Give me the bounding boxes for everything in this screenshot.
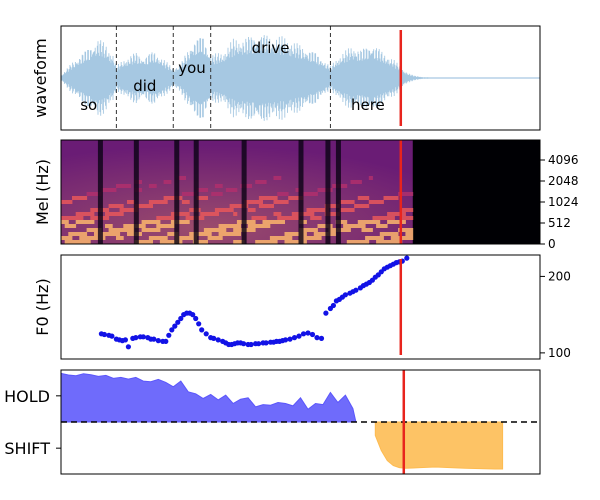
f0-point-19 [163, 338, 169, 344]
f0-panel: 100 200 F0 (Hz) [33, 254, 571, 360]
turn-plot [61, 370, 540, 474]
f0-y-axis: 100 200 [540, 269, 571, 360]
f0-frame [60, 254, 541, 360]
f0-point-63 [318, 335, 325, 341]
f0-point-62 [314, 335, 320, 341]
mel-band-4 [64, 224, 388, 228]
mel-tick-label-4096: 4096 [548, 153, 579, 167]
mel-band-6 [61, 216, 414, 220]
mel-tick-label-2048: 2048 [548, 174, 579, 188]
f0-point-64 [323, 310, 329, 316]
f0-point-21 [169, 327, 175, 333]
mel-tick-label-512: 512 [548, 216, 571, 230]
waveform-panel: so did you drive here waveform [31, 25, 541, 131]
mel-band-1 [61, 236, 414, 240]
f0-point-32 [203, 331, 209, 337]
f0-point-61 [309, 331, 316, 338]
mel-band-8 [90, 208, 414, 212]
mel-gap-2 [133, 140, 139, 244]
f0-point-16 [151, 336, 157, 342]
mel-band-10 [61, 200, 384, 204]
f0-point-4 [109, 333, 115, 339]
f0-point-35 [215, 337, 221, 343]
word-label-drive: drive [252, 39, 290, 57]
mel-y-axis: 0 512 1024 2048 4096 [540, 153, 579, 251]
f0-point-13 [140, 334, 146, 340]
mel-band-9 [108, 204, 370, 208]
f0-point-34 [211, 335, 217, 341]
mel-band-0 [64, 240, 403, 244]
mel-band-3 [86, 228, 414, 232]
word-label-did: did [133, 77, 156, 95]
f0-point-20 [166, 332, 172, 338]
f0-ylabel: F0 (Hz) [33, 278, 52, 335]
f0-point-49 [263, 340, 269, 346]
word-label-here: here [351, 96, 385, 114]
waveform-ylabel: waveform [31, 38, 50, 118]
f0-point-29 [193, 315, 199, 322]
f0-point-73 [353, 287, 359, 293]
f0-point-31 [199, 327, 205, 333]
mel-tick-label-1024: 1024 [548, 195, 579, 209]
f0-point-58 [296, 333, 302, 339]
f0-point-43 [241, 341, 247, 347]
f0-point-8 [122, 337, 128, 343]
waveform-frame [60, 25, 541, 131]
turn-frame [60, 369, 541, 475]
f0-point-55 [282, 337, 289, 343]
mel-band-11 [72, 196, 399, 200]
f0-point-2 [101, 331, 107, 338]
f0-point-45 [248, 341, 254, 348]
f0-point-22 [172, 323, 178, 329]
mel-ylabel: Mel (Hz) [33, 159, 52, 225]
f0-point-60 [305, 330, 311, 336]
waveform-plot: so did you drive here [61, 26, 540, 130]
mel-gap-1 [97, 140, 103, 244]
mel-gap-4 [193, 140, 199, 244]
f0-point-11 [133, 335, 139, 341]
f0-tick-label-100: 100 [548, 346, 571, 360]
f0-point-47 [256, 341, 262, 347]
turn-panel: HOLD SHIFT [4, 369, 541, 475]
mel-frame [60, 139, 541, 245]
waveform-signal [61, 35, 540, 121]
mel-panel: 0 512 1024 2048 4096 Mel (Hz) [33, 139, 579, 251]
turn-area-shift [374, 421, 504, 470]
f0-tick-label-200: 200 [548, 269, 571, 283]
f0-point-28 [190, 312, 196, 318]
f0-point-17 [155, 338, 161, 344]
mel-band-16 [178, 176, 373, 180]
mel-band-5 [61, 220, 406, 224]
mel-gap-3 [174, 140, 180, 244]
f0-point-23 [175, 319, 181, 325]
f0-point-59 [300, 331, 307, 337]
mel-gap-8 [335, 140, 341, 244]
turn-tick-label-shift: SHIFT [4, 439, 50, 458]
f0-point-56 [287, 336, 293, 342]
mel-gap-5 [241, 140, 247, 244]
word-label-you: you [178, 59, 206, 77]
word-label-so: so [80, 96, 97, 114]
f0-point-57 [291, 335, 298, 341]
mel-tick-label-0: 0 [548, 237, 556, 251]
f0-point-70 [342, 292, 348, 298]
f0-point-9 [125, 344, 131, 350]
mel-spectrogram [61, 140, 540, 244]
mel-gap-6 [298, 140, 304, 244]
turn-tick-label-hold: HOLD [4, 387, 50, 406]
f0-point-66 [330, 302, 336, 309]
f0-point-24 [178, 315, 184, 322]
f0-point-89 [404, 255, 410, 261]
f0-point-30 [196, 321, 202, 327]
turn-y-axis: HOLD SHIFT [4, 387, 61, 458]
turn-area-hold [61, 372, 357, 423]
mel-gap-7 [325, 140, 331, 244]
f0-plot [98, 255, 410, 355]
